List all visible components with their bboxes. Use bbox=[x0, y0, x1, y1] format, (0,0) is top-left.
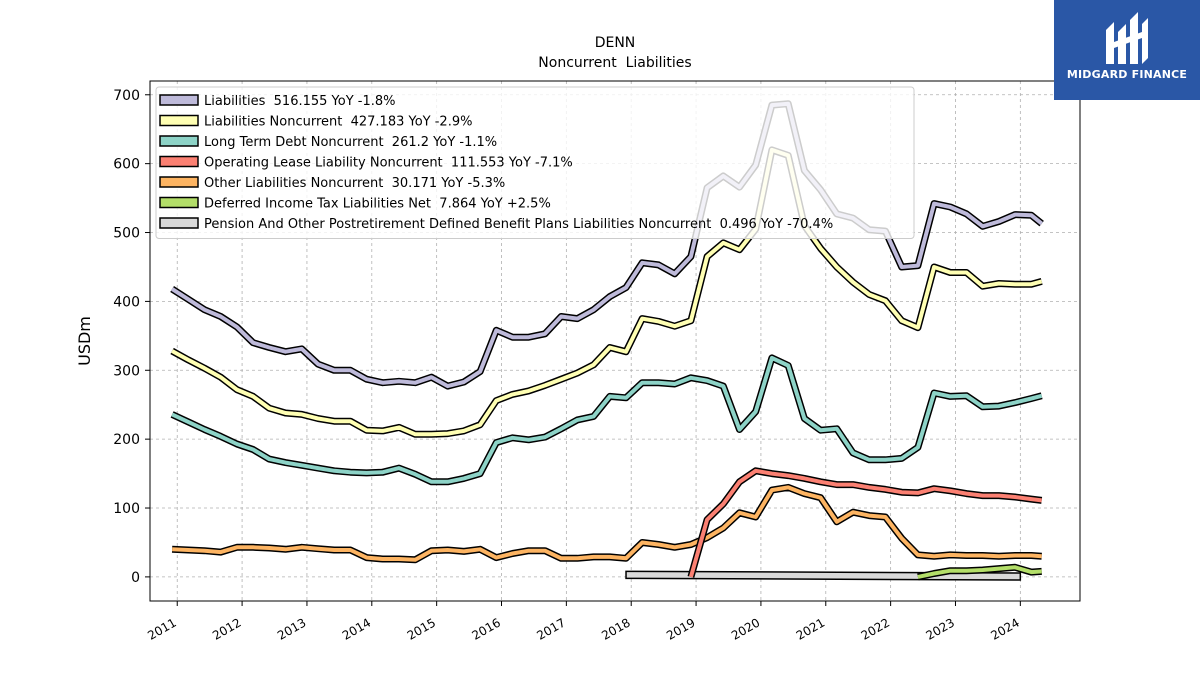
logo-mark-icon bbox=[1106, 12, 1148, 64]
legend-swatch bbox=[159, 217, 199, 229]
y-tick-label: 100 bbox=[113, 501, 140, 517]
x-tick-label: 2017 bbox=[534, 615, 567, 642]
series-liabilities-line bbox=[171, 101, 1043, 389]
y-tick-label: 300 bbox=[113, 363, 140, 379]
legend-label: Other Liabilities Noncurrent 30.171 YoY … bbox=[204, 176, 505, 191]
y-tick-label: 600 bbox=[113, 157, 140, 173]
x-tick-label: 2014 bbox=[340, 615, 373, 642]
x-tick-label: 2013 bbox=[275, 615, 308, 642]
y-tick-label: 0 bbox=[131, 570, 140, 586]
legend-box bbox=[155, 86, 915, 239]
legend-swatch bbox=[159, 114, 199, 127]
x-tick-label: 2022 bbox=[859, 615, 892, 642]
series-liabilities-noncurrent-line bbox=[171, 147, 1043, 437]
legend-label: Pension And Other Postretirement Defined… bbox=[204, 217, 833, 232]
legend-swatch bbox=[159, 176, 199, 188]
legend-label: Liabilities Noncurrent 427.183 YoY -2.9% bbox=[204, 115, 472, 130]
legend-label: Deferred Income Tax Liabilities Net 7.86… bbox=[204, 197, 551, 212]
series-group bbox=[170, 100, 1044, 581]
legend-swatch bbox=[159, 94, 199, 106]
x-tick-label: 2023 bbox=[924, 615, 957, 642]
legend-label: Long Term Debt Noncurrent 261.2 YoY -1.1… bbox=[204, 135, 497, 150]
x-tick-label: 2015 bbox=[405, 615, 438, 642]
series-deferred-income-tax-liabilities-net-line bbox=[917, 565, 1042, 579]
legend-label: Operating Lease Liability Noncurrent 111… bbox=[204, 156, 573, 171]
y-tick-label: 400 bbox=[113, 294, 140, 310]
y-axis-label: USDm bbox=[75, 316, 94, 366]
series-long-term-debt-noncurrent-outline bbox=[170, 354, 1043, 486]
x-tick-label: 2018 bbox=[599, 615, 632, 642]
series-operating-lease-liability-noncurrent-line bbox=[688, 468, 1042, 578]
x-tick-label: 2016 bbox=[470, 615, 503, 642]
series-other-liabilities-noncurrent-line bbox=[172, 485, 1042, 562]
x-tick-label: 2012 bbox=[210, 615, 243, 642]
legend: Liabilities 516.155 YoY -1.8% Liabilities… bbox=[155, 86, 915, 239]
y-tick-label: 700 bbox=[113, 88, 140, 104]
legend-swatch bbox=[159, 135, 199, 147]
chart-title: DENN bbox=[595, 35, 636, 51]
y-tick-label: 500 bbox=[113, 226, 140, 242]
chart-subtitle: Noncurrent Liabilities bbox=[538, 55, 691, 71]
x-tick-label: 2024 bbox=[988, 615, 1021, 642]
legend-label: Liabilities 516.155 YoY -1.8% bbox=[204, 94, 396, 109]
x-tick-label: 2020 bbox=[729, 615, 762, 642]
legend-swatch bbox=[159, 196, 199, 209]
midgard-finance-logo: MIDGARD FINANCE bbox=[1054, 0, 1200, 100]
series-long-term-debt-noncurrent-line bbox=[171, 355, 1043, 484]
plot-frame bbox=[149, 80, 1081, 602]
x-tick-label: 2021 bbox=[794, 615, 827, 642]
x-tick-label: 2011 bbox=[145, 615, 178, 642]
brand-name: MIDGARD FINANCE bbox=[1066, 68, 1188, 81]
legend-swatch bbox=[159, 155, 199, 168]
x-tick-label: 2019 bbox=[664, 615, 697, 642]
y-tick-label: 200 bbox=[113, 432, 140, 448]
